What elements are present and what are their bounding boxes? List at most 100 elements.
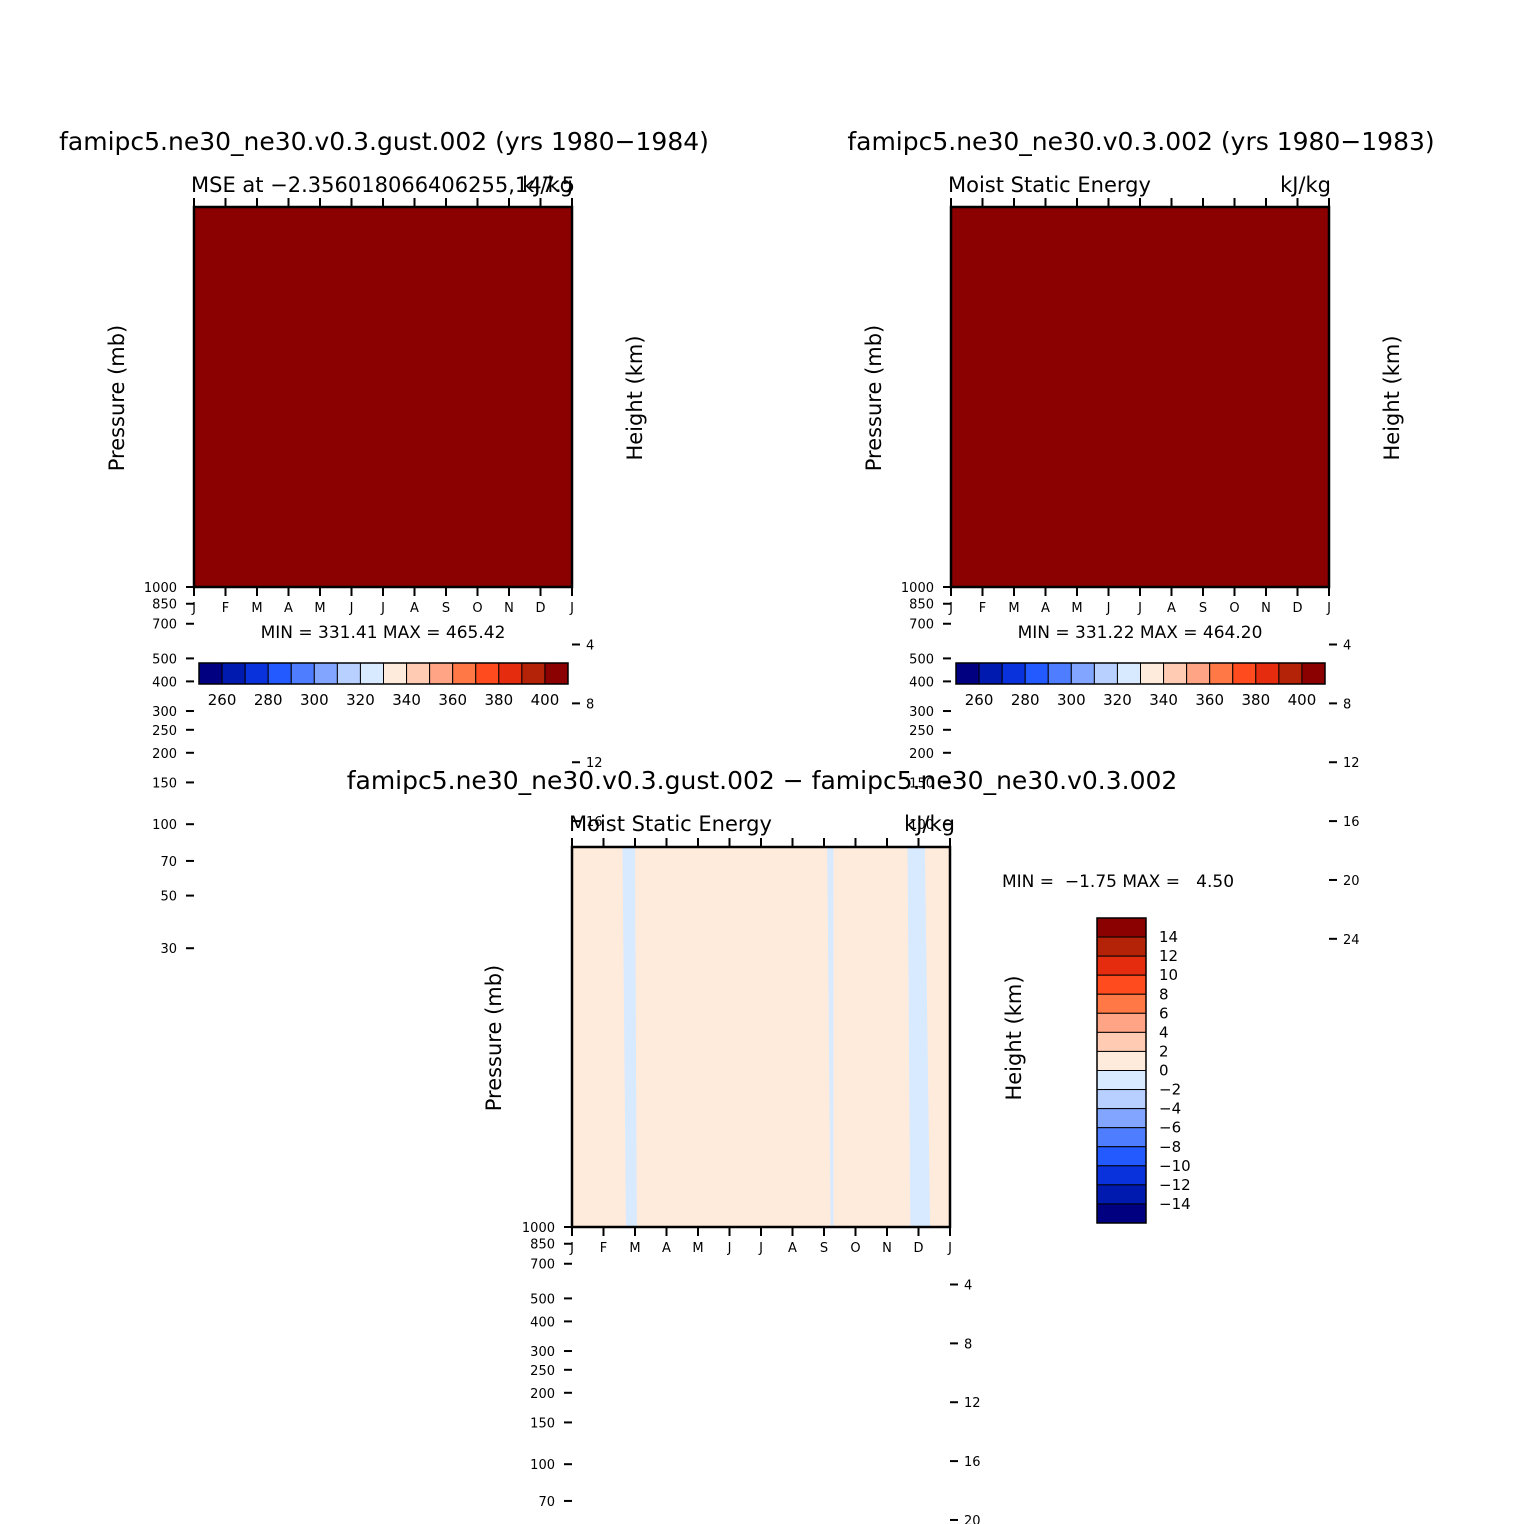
colorbar-label: −14 bbox=[1159, 1195, 1191, 1213]
contour-region bbox=[827, 847, 834, 1227]
x-tick-label: J bbox=[1106, 601, 1111, 616]
colorbar-box bbox=[383, 662, 408, 685]
x-tick-label: J bbox=[349, 601, 354, 616]
x-tick-label: N bbox=[504, 601, 514, 616]
colorbar-box bbox=[244, 662, 269, 685]
y-tick-label: 300 bbox=[152, 705, 177, 720]
y2-tick-label: 4 bbox=[1343, 639, 1351, 654]
x-tick-label: F bbox=[979, 601, 986, 616]
colorbar-box bbox=[1209, 662, 1234, 685]
contour-fill-group bbox=[951, 207, 1329, 587]
y-tick-label: 150 bbox=[909, 776, 934, 791]
x-tick-label: N bbox=[1261, 601, 1271, 616]
colorbar-box bbox=[1096, 974, 1147, 995]
colorbar-label: −12 bbox=[1159, 1176, 1191, 1194]
colorbar-box bbox=[406, 662, 431, 685]
colorbar-label: 280 bbox=[1011, 691, 1040, 709]
contour-region bbox=[786, 1240, 871, 1351]
colorbar-label: 380 bbox=[1241, 691, 1270, 709]
y-tick-label: 500 bbox=[152, 652, 177, 667]
colorbar-box bbox=[290, 662, 315, 685]
x-tick-label: D bbox=[535, 601, 545, 616]
y-tick-label: 400 bbox=[152, 675, 177, 690]
colorbar-box bbox=[1096, 1070, 1147, 1091]
x-tick-label: J bbox=[948, 601, 953, 616]
colorbar-box bbox=[1096, 1127, 1147, 1148]
colorbar-box bbox=[1096, 936, 1147, 957]
y-tick-label: 250 bbox=[909, 724, 934, 739]
colorbar-box bbox=[1096, 1108, 1147, 1129]
x-tick-label: M bbox=[629, 1241, 640, 1256]
y-tick-label: 850 bbox=[530, 1238, 555, 1253]
y2-tick-label: 20 bbox=[964, 1514, 981, 1524]
colorbar-label: −10 bbox=[1159, 1157, 1191, 1175]
y-tick-label: 250 bbox=[152, 724, 177, 739]
y-tick-label: 100 bbox=[530, 1458, 555, 1473]
y2-axis-label: Height (km) bbox=[1380, 335, 1404, 460]
y2-tick-label: 8 bbox=[586, 697, 594, 712]
x-tick-label: S bbox=[1199, 601, 1207, 616]
panel-units: kJ/kg bbox=[1280, 173, 1331, 197]
colorbar-label: −2 bbox=[1159, 1081, 1181, 1099]
colorbar-box bbox=[498, 662, 523, 685]
colorbar-frame bbox=[1096, 917, 1147, 1224]
panel-top-right: famipc5.ne30_ne30.v0.3.002 (yrs 1980−198… bbox=[847, 127, 1434, 957]
colorbar-box bbox=[1047, 662, 1072, 685]
y2-tick-label: 12 bbox=[1343, 756, 1360, 771]
colorbar-box bbox=[1070, 662, 1095, 685]
y-tick-label: 850 bbox=[152, 598, 177, 613]
colorbar-label: 260 bbox=[965, 691, 994, 709]
colorbar-box bbox=[978, 662, 1003, 685]
colorbar-box bbox=[359, 662, 384, 685]
x-tick-label: N bbox=[882, 1241, 892, 1256]
colorbar-box bbox=[1096, 1012, 1147, 1033]
colorbar-label: 340 bbox=[1149, 691, 1178, 709]
colorbar-box bbox=[955, 662, 980, 685]
x-tick-label: D bbox=[1292, 601, 1302, 616]
colorbar-box bbox=[1024, 662, 1049, 685]
y-tick-label: 300 bbox=[909, 705, 934, 720]
y-tick-label: 200 bbox=[530, 1387, 555, 1402]
contour-region bbox=[600, 1255, 613, 1294]
x-tick-label: D bbox=[913, 1241, 923, 1256]
x-tick-label: O bbox=[1229, 601, 1239, 616]
colorbar-label: 400 bbox=[1288, 691, 1317, 709]
contour-band bbox=[951, 207, 1329, 587]
x-tick-label: J bbox=[1326, 601, 1331, 616]
y-tick-label: 70 bbox=[160, 855, 177, 870]
contour-region bbox=[572, 1238, 950, 1464]
x-tick-label: A bbox=[662, 1241, 671, 1256]
colorbar-label: −8 bbox=[1159, 1138, 1181, 1156]
x-tick-label: J bbox=[569, 1241, 574, 1256]
panel-title: famipc5.ne30_ne30.v0.3.002 (yrs 1980−198… bbox=[847, 127, 1434, 156]
y-tick-label: 700 bbox=[530, 1258, 555, 1273]
x-tick-label: A bbox=[1167, 601, 1176, 616]
panel-left-string: Moist Static Energy bbox=[948, 173, 1151, 197]
colorbar-box bbox=[1096, 955, 1147, 976]
y-tick-label: 850 bbox=[909, 598, 934, 613]
y-tick-label: 100 bbox=[909, 818, 934, 833]
colorbar-label: 4 bbox=[1159, 1023, 1169, 1041]
colorbar-box bbox=[1116, 662, 1141, 685]
colorbar-label: 360 bbox=[1195, 691, 1224, 709]
colorbar-frame bbox=[955, 662, 1326, 685]
colorbar-box bbox=[1096, 1203, 1147, 1224]
panel-units: kJ/kg bbox=[522, 173, 573, 197]
colorbar-box bbox=[1278, 662, 1303, 685]
x-tick-label: M bbox=[314, 601, 325, 616]
y2-tick-label: 8 bbox=[964, 1337, 972, 1352]
panel-units: kJ/kg bbox=[904, 812, 955, 836]
x-tick-label: J bbox=[569, 601, 574, 616]
y-tick-label: 70 bbox=[538, 1495, 555, 1510]
colorbar-box bbox=[452, 662, 477, 685]
y2-tick-label: 8 bbox=[1343, 697, 1351, 712]
contour-band bbox=[194, 207, 572, 587]
colorbar-box bbox=[1096, 1089, 1147, 1110]
colorbar-box bbox=[1096, 1031, 1147, 1052]
min-max-label: MIN = 331.41 MAX = 465.42 bbox=[261, 623, 506, 643]
panel-top-left: famipc5.ne30_ne30.v0.3.gust.002 (yrs 198… bbox=[59, 127, 709, 957]
y2-tick-label: 12 bbox=[964, 1396, 981, 1411]
x-tick-label: F bbox=[222, 601, 229, 616]
colorbar-label: 0 bbox=[1159, 1062, 1169, 1080]
colorbar: 260 280 300 320 340 360 380 400 bbox=[955, 662, 1326, 709]
